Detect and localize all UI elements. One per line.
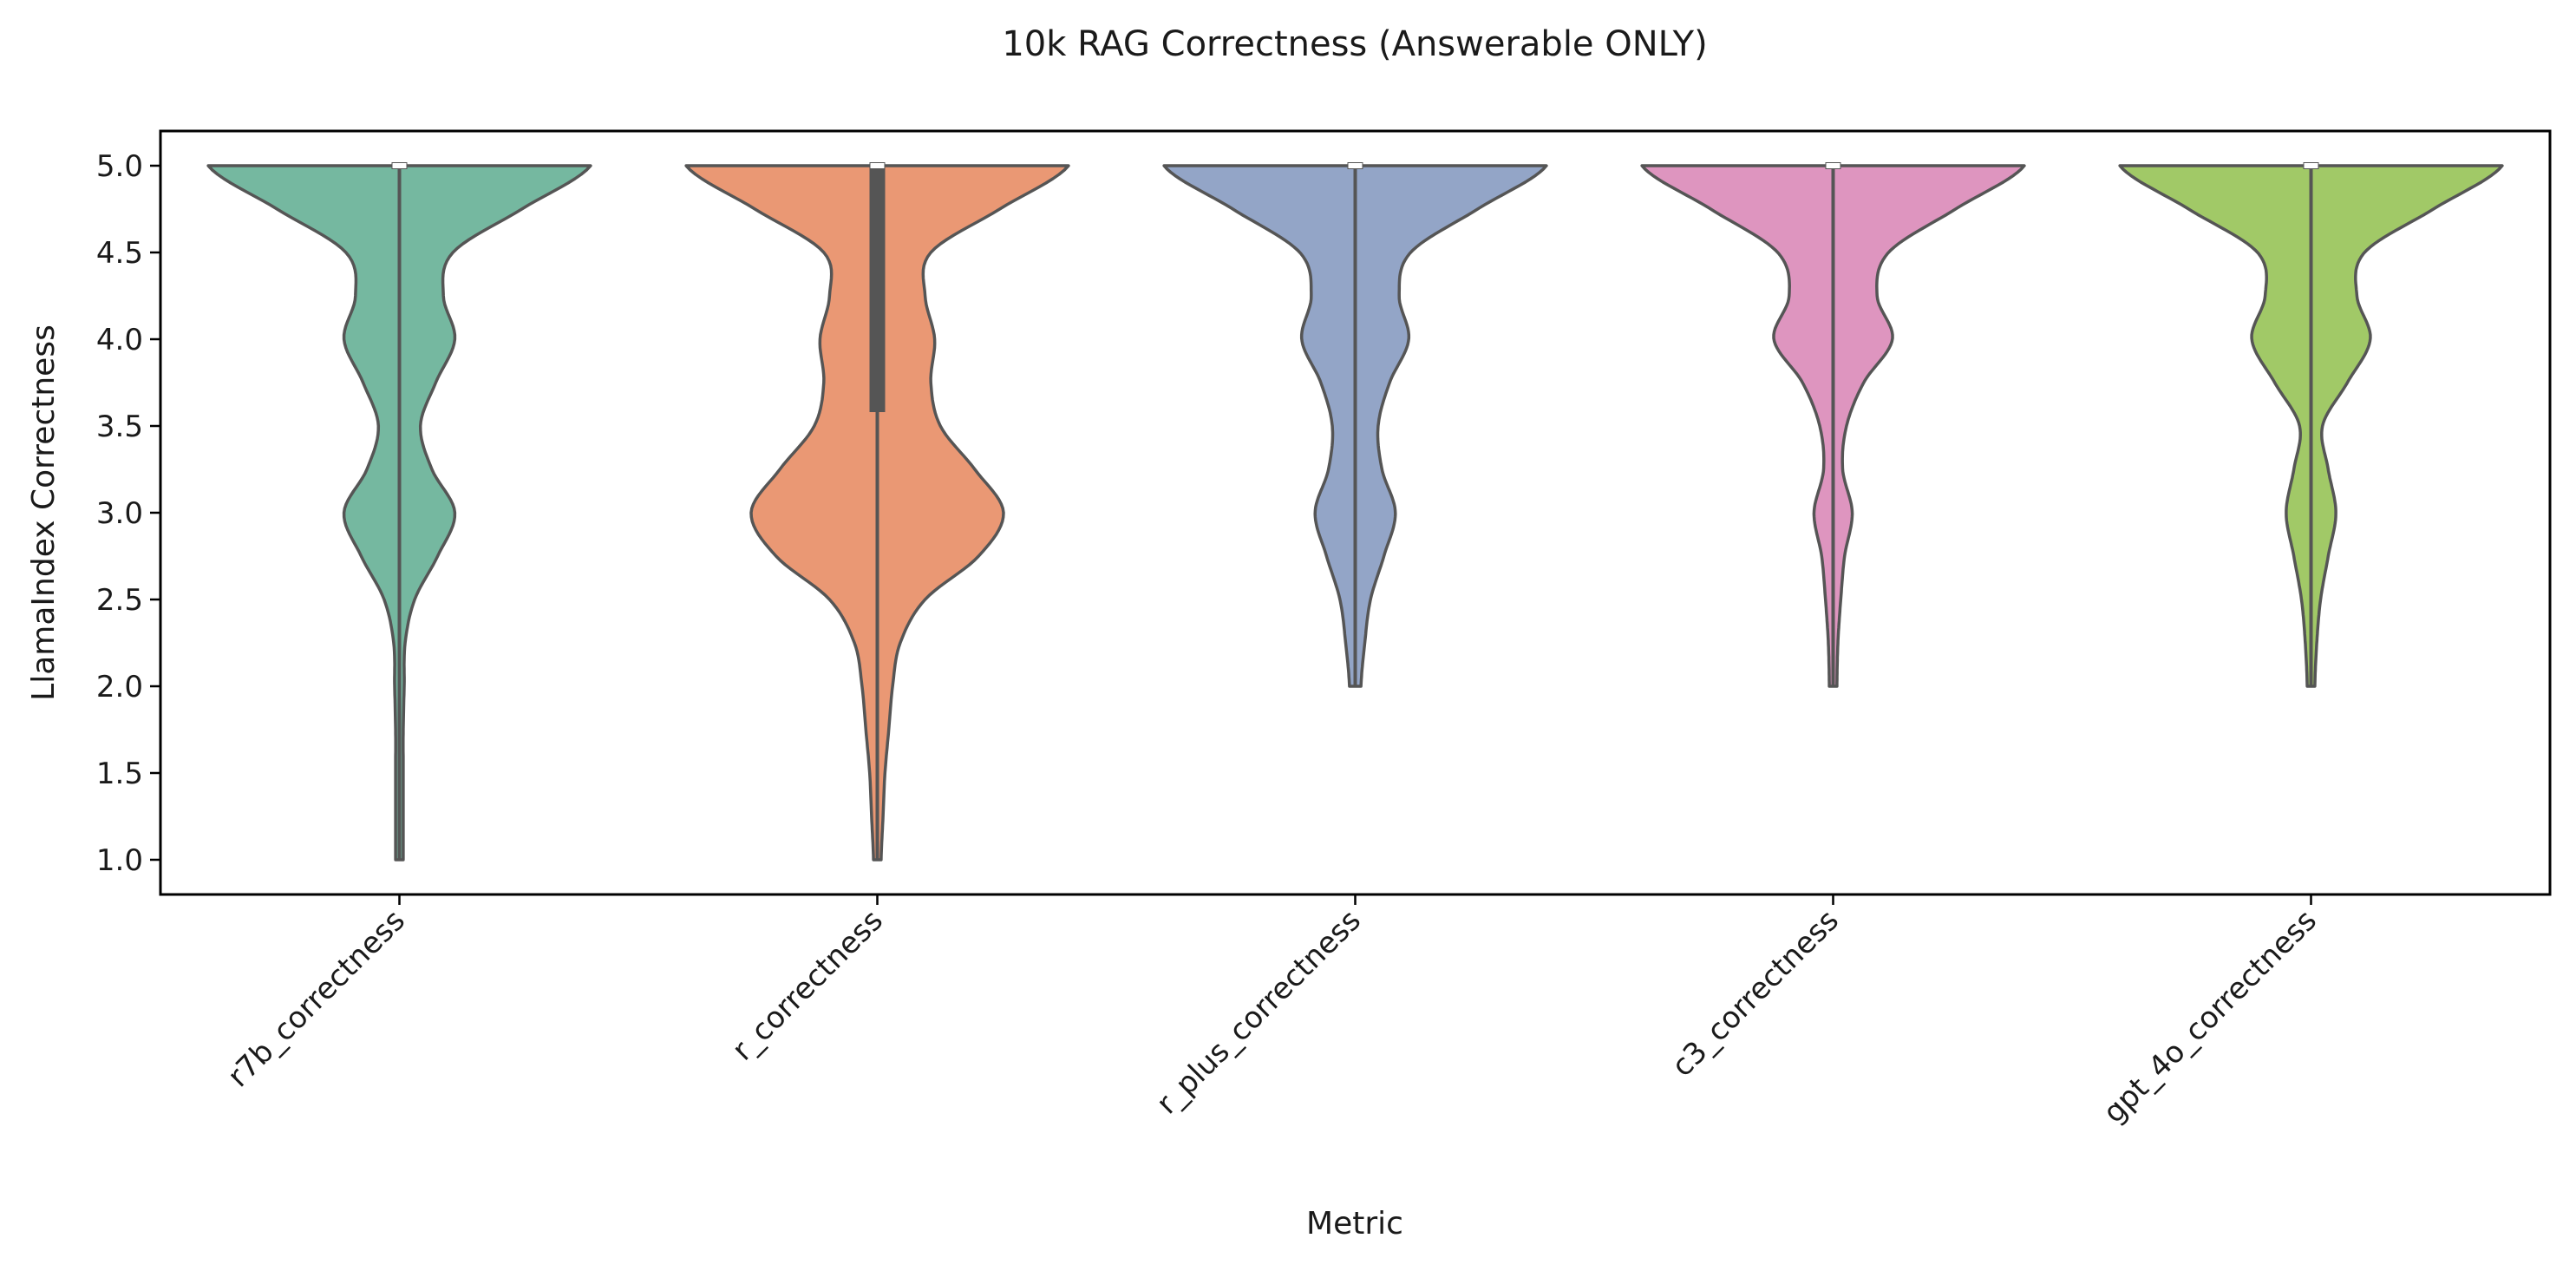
- y-tick-label: 3.5: [96, 409, 143, 444]
- x-axis: r7b_correctness r_correctness r_plus_corre…: [221, 894, 2324, 1130]
- x-tick-label: r7b_correctness: [221, 903, 412, 1094]
- y-axis: 1.0 1.5 2.0 2.5 3.0 3.5 4.0 4.5 5.0: [96, 149, 160, 878]
- median-marker: [392, 163, 407, 168]
- median-marker: [1826, 163, 1840, 168]
- x-tick-label: c3_correctness: [1665, 903, 1846, 1084]
- y-axis-label: LlamaIndex Correctness: [26, 324, 62, 701]
- y-tick-label: 2.0: [96, 670, 143, 704]
- median-marker: [1348, 163, 1363, 168]
- y-tick-label: 5.0: [96, 149, 143, 184]
- x-tick-label: r_plus_correctness: [1150, 903, 1368, 1121]
- x-tick-label: r_correctness: [725, 903, 889, 1067]
- violins-group: [206, 162, 2504, 862]
- y-tick-label: 4.5: [96, 236, 143, 271]
- median-marker: [870, 163, 885, 168]
- x-tick-label: gpt_4o_correctness: [2096, 903, 2324, 1130]
- y-tick-label: 1.5: [96, 757, 143, 791]
- iqr-box: [869, 162, 886, 412]
- y-tick-label: 4.0: [96, 323, 143, 357]
- x-axis-label: Metric: [1306, 1206, 1403, 1242]
- y-tick-label: 2.5: [96, 583, 143, 618]
- median-marker: [2304, 163, 2318, 168]
- y-tick-label: 1.0: [96, 843, 143, 878]
- chart-title: 10k RAG Correctness (Answerable ONLY): [1002, 24, 1707, 64]
- y-tick-label: 3.0: [96, 496, 143, 531]
